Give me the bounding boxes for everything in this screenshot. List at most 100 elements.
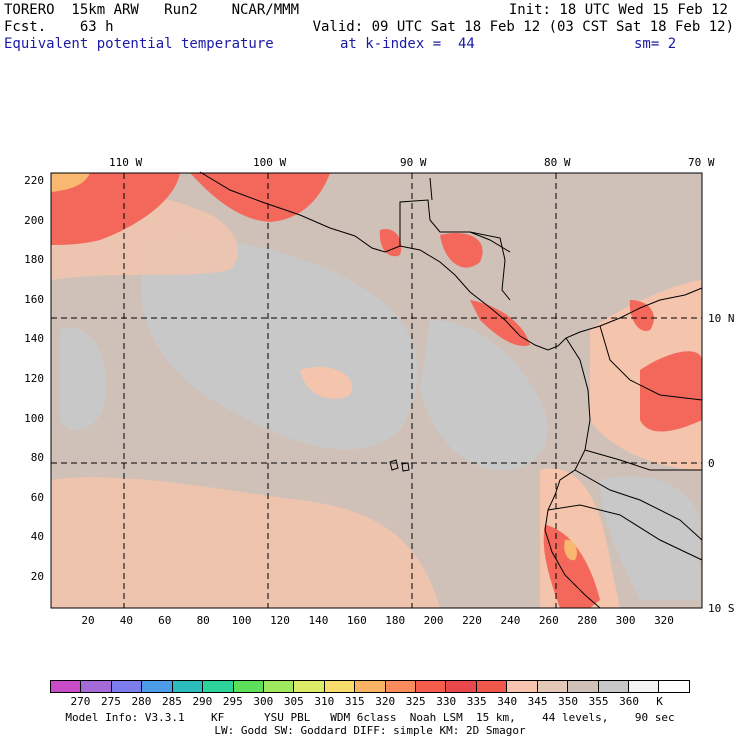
model-title: TORERO 15km ARW Run2 NCAR/MMM: [4, 2, 300, 18]
hot-region: [51, 173, 180, 245]
x-tick-label: 280: [577, 614, 598, 627]
colorbar-label: 350: [558, 695, 579, 708]
field-name: Equivalent potential temperature: [4, 36, 274, 52]
warm-region: [51, 477, 440, 608]
valid-time: Valid: 09 UTC Sat 18 Feb 12 (03 CST Sat …: [312, 19, 734, 35]
colorbar-swatch: [629, 681, 660, 692]
colorbar-label: 300: [253, 695, 274, 708]
colorbar-label: 345: [527, 695, 548, 708]
theta-e-field: [51, 173, 702, 608]
hot-region: [190, 173, 330, 222]
lon-label-70w: 70 W: [688, 156, 715, 169]
hottest-region: [564, 539, 577, 561]
colorbar-swatch: [507, 681, 538, 692]
hot-region: [629, 300, 654, 331]
colorbar-swatch: [263, 681, 295, 692]
y-tick-label: 80: [30, 451, 44, 465]
coastline-gulf-honduras: [399, 199, 511, 253]
colorbar-swatch: [324, 681, 356, 692]
colorbar-swatch: [598, 681, 630, 692]
colorbar-label: 295: [222, 695, 243, 708]
x-tick-label: 260: [538, 614, 559, 627]
cool-region: [141, 238, 418, 450]
x-tick-label: 20: [81, 614, 95, 627]
x-tick-label: 140: [308, 614, 329, 627]
warm-region: [300, 366, 352, 399]
y-tick-label: 160: [24, 292, 44, 306]
lon-label-90w: 90 W: [400, 156, 427, 169]
coastline-south-america: [544, 337, 601, 609]
x-tick-label: 60: [158, 614, 172, 627]
map-frame: [50, 172, 703, 609]
colorbar-swatch: [203, 681, 234, 692]
cool-region: [420, 320, 548, 470]
colorbar-swatch: [355, 681, 386, 692]
hot-region: [640, 351, 702, 432]
cool-region: [600, 476, 700, 600]
hottest-region: [51, 173, 90, 192]
coastline-central-america: [199, 171, 703, 351]
forecast-hour: Fcst. 63 h: [4, 19, 114, 35]
x-tick-label: 100: [231, 614, 252, 627]
colorbar-swatch: [476, 681, 508, 692]
init-time: Init: 18 UTC Wed 15 Feb 12: [508, 2, 728, 18]
colorbar-label: 310: [314, 695, 335, 708]
colorbar-label: 360: [619, 695, 639, 708]
cool-region: [60, 328, 106, 431]
y-tick-label: 140: [24, 332, 44, 346]
colorbar-label: 275: [101, 695, 121, 708]
x-tick-label: 320: [654, 614, 674, 627]
x-tick-label: 180: [385, 614, 406, 627]
colorbar-swatch: [172, 681, 204, 692]
x-tick-label: 40: [119, 614, 134, 627]
colorbar-swatch: [568, 681, 599, 692]
colorbar-label: 340: [497, 695, 518, 708]
x-tick-label: 220: [462, 614, 482, 627]
colorbar-label: 305: [283, 695, 304, 708]
x-tick-label: 200: [423, 614, 444, 627]
colorbar-swatch: [537, 681, 569, 692]
hot-region: [440, 233, 483, 268]
coastline-layer: [199, 171, 703, 609]
colorbar: [50, 680, 690, 693]
y-tick-label: 40: [30, 530, 44, 544]
y-tick-label: 180: [24, 253, 44, 267]
x-tick-label: 80: [196, 614, 210, 627]
colorbar-label: 355: [588, 695, 609, 708]
lat-label-0: 0: [708, 457, 715, 470]
lat-lon-grid: [51, 173, 702, 608]
colorbar-label: 320: [375, 695, 396, 708]
colorbar-label: 325: [405, 695, 426, 708]
colorbar-label: 315: [344, 695, 365, 708]
y-tick-label: 20: [30, 570, 44, 583]
colorbar-swatch: [51, 681, 82, 692]
lon-label-100w: 100 W: [253, 156, 287, 169]
colorbar-label: 290: [192, 695, 213, 708]
lat-label-10n: 10 N: [708, 312, 735, 325]
colorbar-label: 335: [466, 695, 487, 708]
y-tick-label: 200: [24, 213, 44, 227]
colorbar-swatch: [659, 681, 689, 692]
colorbar-swatch: [294, 681, 325, 692]
coastline-caribbean: [429, 177, 511, 301]
colorbar-label: 285: [161, 695, 182, 708]
smoothing-info: sm= 2: [634, 36, 677, 52]
x-tick-label: 240: [500, 614, 521, 627]
lon-label-110w: 110 W: [109, 156, 143, 169]
colorbar-swatch: [111, 681, 143, 692]
hot-region: [470, 300, 530, 346]
colorbar-label: 270: [70, 695, 91, 708]
hot-region: [379, 229, 402, 257]
level-info: at k-index = 44: [340, 36, 475, 52]
x-tick-label: 120: [270, 614, 290, 627]
colorbar-swatch: [142, 681, 173, 692]
y-tick-label: 60: [30, 490, 44, 504]
colorbar-swatch: [446, 681, 477, 692]
colorbar-label: 280: [131, 695, 152, 708]
y-tick-label: 120: [24, 372, 44, 385]
model-info-line2: LW: Godd SW: Goddard DIFF: simple KM: 2D…: [214, 724, 526, 737]
colorbar-label: 330: [436, 695, 457, 708]
model-info-line1: Model Info: V3.3.1 KF YSU PBL WDM 6class…: [65, 711, 675, 724]
colorbar-swatch: [233, 681, 264, 692]
